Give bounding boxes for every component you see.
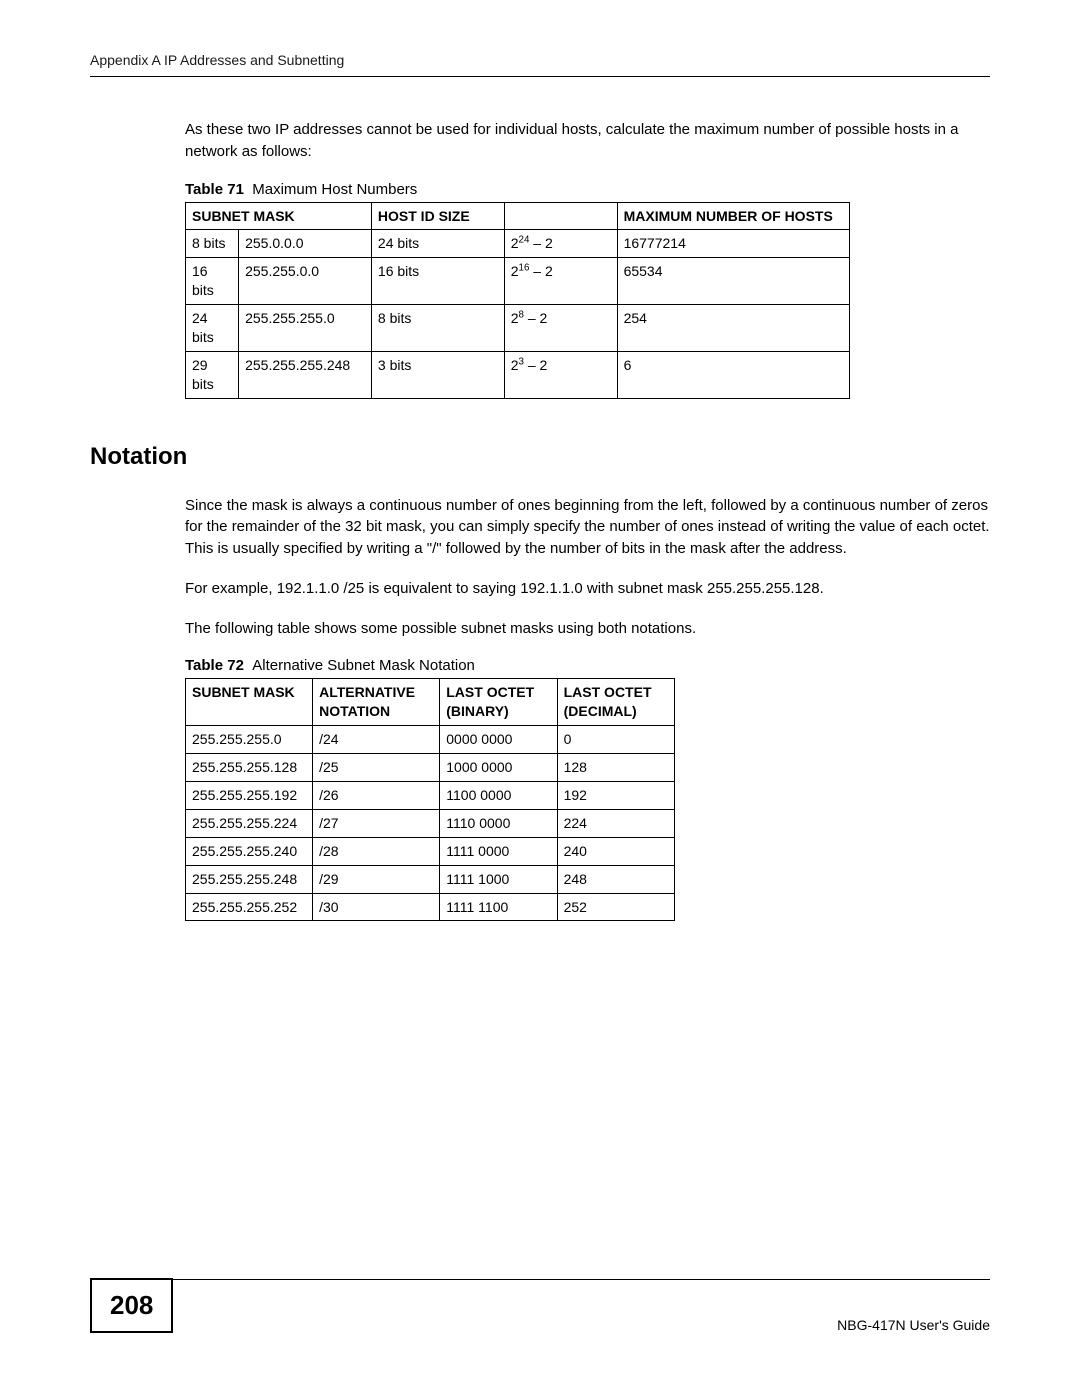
table-cell: 255.255.255.0: [239, 305, 372, 352]
table-cell: 255.255.255.248: [239, 351, 372, 398]
table-cell: /29: [313, 865, 440, 893]
footer-guide-name: NBG-417N User's Guide: [837, 1305, 990, 1333]
page-number-box: 208: [90, 1278, 173, 1333]
table71-header-cell: MAXIMUM NUMBER OF HOSTS: [617, 202, 849, 230]
table71-header-cell: SUBNET MASK: [186, 202, 372, 230]
table-cell: 255.255.255.224: [186, 809, 313, 837]
table-cell: /30: [313, 893, 440, 921]
table-row: 255.255.255.240/281111 0000240: [186, 837, 675, 865]
table-cell: 65534: [617, 258, 849, 305]
table-72: SUBNET MASKALTERNATIVE NOTATIONLAST OCTE…: [185, 678, 675, 921]
table-cell: 16 bits: [186, 258, 239, 305]
table-row: 29 bits255.255.255.2483 bits23 – 26: [186, 351, 850, 398]
table-cell: 16777214: [617, 230, 849, 258]
notation-heading: Notation: [90, 443, 990, 471]
table-cell: 16 bits: [371, 258, 504, 305]
table72-header-cell: SUBNET MASK: [186, 679, 313, 726]
table-row: 255.255.255.252/301111 1100252: [186, 893, 675, 921]
notation-p3: The following table shows some possible …: [185, 618, 990, 640]
table-cell: /24: [313, 726, 440, 754]
table-cell: 24 bits: [371, 230, 504, 258]
table-cell: 216 – 2: [504, 258, 617, 305]
table72-header-cell: LAST OCTET (DECIMAL): [557, 679, 674, 726]
table-cell: 29 bits: [186, 351, 239, 398]
table-cell: /28: [313, 837, 440, 865]
table-cell: /25: [313, 754, 440, 782]
table-cell: 128: [557, 754, 674, 782]
table-cell: 23 – 2: [504, 351, 617, 398]
table71-header-cell: [504, 202, 617, 230]
table-cell: 192: [557, 781, 674, 809]
table71-title: Maximum Host Numbers: [252, 181, 417, 198]
table72-header-cell: ALTERNATIVE NOTATION: [313, 679, 440, 726]
table-cell: 255.255.255.128: [186, 754, 313, 782]
table-cell: 1111 1100: [440, 893, 557, 921]
table-cell: 24 bits: [186, 305, 239, 352]
page-footer: 208 NBG-417N User's Guide: [90, 1279, 990, 1333]
table-cell: 3 bits: [371, 351, 504, 398]
table-cell: 252: [557, 893, 674, 921]
table-cell: 255.255.255.252: [186, 893, 313, 921]
table72-header-cell: LAST OCTET (BINARY): [440, 679, 557, 726]
table-cell: 1100 0000: [440, 781, 557, 809]
table-cell: 255.255.255.0: [186, 726, 313, 754]
table-row: 16 bits255.255.0.016 bits216 – 265534: [186, 258, 850, 305]
intro-paragraph: As these two IP addresses cannot be used…: [185, 119, 990, 163]
table-row: 8 bits255.0.0.024 bits224 – 216777214: [186, 230, 850, 258]
table-row: 255.255.255.192/261100 0000192: [186, 781, 675, 809]
notation-p1: Since the mask is always a continuous nu…: [185, 495, 990, 560]
table-cell: 1111 1000: [440, 865, 557, 893]
table-cell: /26: [313, 781, 440, 809]
table-cell: 255.255.255.192: [186, 781, 313, 809]
table-cell: /27: [313, 809, 440, 837]
table-cell: 224: [557, 809, 674, 837]
table71-header-cell: HOST ID SIZE: [371, 202, 504, 230]
table71-label: Table 71: [185, 181, 244, 198]
table-row: 24 bits255.255.255.08 bits28 – 2254: [186, 305, 850, 352]
table-cell: 0: [557, 726, 674, 754]
table-row: 255.255.255.248/291111 1000248: [186, 865, 675, 893]
table-cell: 8 bits: [371, 305, 504, 352]
table-cell: 1110 0000: [440, 809, 557, 837]
notation-p2: For example, 192.1.1.0 /25 is equivalent…: [185, 578, 990, 600]
table-row: 255.255.255.128/251000 0000128: [186, 754, 675, 782]
page-number: 208: [110, 1290, 153, 1320]
table-cell: 248: [557, 865, 674, 893]
table-cell: 1111 0000: [440, 837, 557, 865]
table72-title: Alternative Subnet Mask Notation: [252, 657, 475, 674]
table-cell: 0000 0000: [440, 726, 557, 754]
table-cell: 254: [617, 305, 849, 352]
table-cell: 6: [617, 351, 849, 398]
table-row: 255.255.255.0/240000 00000: [186, 726, 675, 754]
page-header: Appendix A IP Addresses and Subnetting: [90, 52, 990, 77]
table-cell: 8 bits: [186, 230, 239, 258]
table-cell: 255.255.255.248: [186, 865, 313, 893]
table-cell: 240: [557, 837, 674, 865]
table-71: SUBNET MASKHOST ID SIZE MAXIMUM NUMBER OF…: [185, 202, 850, 399]
table72-label: Table 72: [185, 657, 244, 674]
table-cell: 1000 0000: [440, 754, 557, 782]
table-cell: 28 – 2: [504, 305, 617, 352]
table-cell: 255.255.255.240: [186, 837, 313, 865]
table72-caption: Table 72 Alternative Subnet Mask Notatio…: [185, 657, 990, 674]
table-cell: 224 – 2: [504, 230, 617, 258]
table-cell: 255.0.0.0: [239, 230, 372, 258]
table-row: 255.255.255.224/271110 0000224: [186, 809, 675, 837]
table-cell: 255.255.0.0: [239, 258, 372, 305]
table71-caption: Table 71 Maximum Host Numbers: [185, 181, 990, 198]
